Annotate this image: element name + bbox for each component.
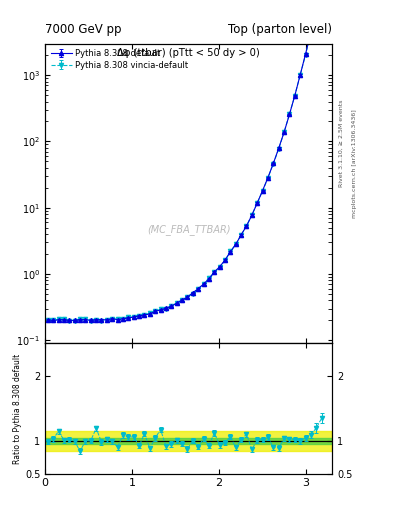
Legend: Pythia 8.308 default, Pythia 8.308 vincia-default: Pythia 8.308 default, Pythia 8.308 vinci… xyxy=(50,48,190,72)
Text: Top (parton level): Top (parton level) xyxy=(228,23,332,36)
Text: mcplots.cern.ch [arXiv:1306.3436]: mcplots.cern.ch [arXiv:1306.3436] xyxy=(352,110,357,218)
Text: Δφ (ttbar) (pTtt < 50 dy > 0): Δφ (ttbar) (pTtt < 50 dy > 0) xyxy=(117,48,260,58)
Bar xyxy=(45,431,332,451)
Y-axis label: Ratio to Pythia 8.308 default: Ratio to Pythia 8.308 default xyxy=(13,353,22,463)
Bar xyxy=(45,438,332,444)
Text: 7000 GeV pp: 7000 GeV pp xyxy=(45,23,122,36)
Text: (MC_FBA_TTBAR): (MC_FBA_TTBAR) xyxy=(147,224,230,235)
Text: Rivet 3.1.10, ≥ 2.5M events: Rivet 3.1.10, ≥ 2.5M events xyxy=(339,100,344,187)
